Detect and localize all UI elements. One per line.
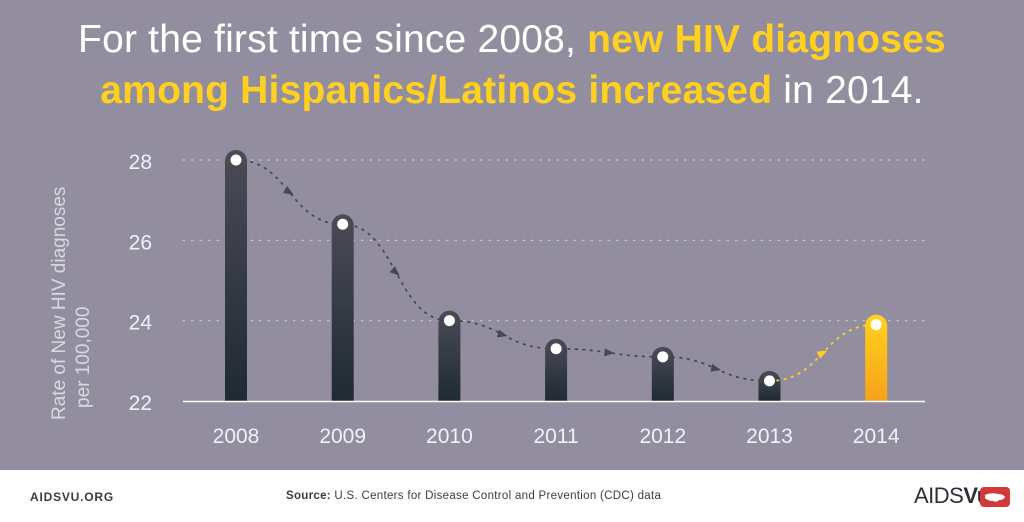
site-url[interactable]: AIDSVU.ORG xyxy=(30,490,115,504)
source-text: U.S. Centers for Disease Control and Pre… xyxy=(330,490,662,502)
trend-arrow xyxy=(389,266,400,276)
x-tick-label: 2011 xyxy=(534,425,579,448)
data-point xyxy=(443,315,455,327)
title-highlight-1: new HIV diagnoses xyxy=(587,18,946,61)
source-credit: Source: U.S. Centers for Disease Control… xyxy=(286,490,661,502)
bar xyxy=(545,338,568,401)
trend-arrow xyxy=(710,363,722,372)
bar-chart: 22 24 26 28 2008 2009 2010 2011 2012 2013 2014 xyxy=(129,150,926,448)
y-tick-label: 28 xyxy=(129,151,152,174)
y-tick-label: 22 xyxy=(129,392,152,415)
footer: AIDSVU.ORG Source: U.S. Centers for Dise… xyxy=(0,470,1024,522)
bar xyxy=(331,214,354,401)
brand-main: AIDS xyxy=(914,483,964,508)
us-map-icon xyxy=(980,487,1010,507)
source-label: Source: xyxy=(286,490,331,502)
data-point xyxy=(657,351,669,363)
x-tick-label: 2014 xyxy=(853,425,900,448)
title-part-1: For the first time since 2008, xyxy=(78,18,588,61)
bar xyxy=(225,150,247,401)
x-tick-label: 2009 xyxy=(319,425,366,448)
data-point xyxy=(230,154,242,166)
y-tick-label: 24 xyxy=(129,312,153,335)
chart-panel xyxy=(0,0,1024,470)
trend-line-highlight xyxy=(768,323,878,382)
data-point xyxy=(337,218,349,230)
data-point xyxy=(764,375,775,387)
trend-line xyxy=(235,159,771,382)
chart-title: For the first time since 2008, new HIV d… xyxy=(0,14,1024,116)
title-part-2: in 2014. xyxy=(772,69,924,112)
x-tick-label: 2012 xyxy=(639,425,686,448)
data-point xyxy=(870,319,882,331)
title-highlight-2: among Hispanics/Latinos increased xyxy=(100,69,773,112)
x-tick-label: 2013 xyxy=(746,425,793,448)
y-tick-label: 26 xyxy=(129,231,152,254)
trend-arrow xyxy=(283,186,294,195)
x-tick-label: 2010 xyxy=(426,425,473,448)
bar-highlight xyxy=(865,314,888,401)
data-point xyxy=(550,343,562,355)
trend-arrow xyxy=(604,348,615,357)
trend-arrow xyxy=(816,350,828,359)
bar xyxy=(438,310,461,401)
brand-logo[interactable]: AIDSVu xyxy=(914,483,990,509)
bar xyxy=(651,346,674,401)
trend-arrow xyxy=(496,329,508,338)
x-tick-label: 2008 xyxy=(213,425,260,448)
